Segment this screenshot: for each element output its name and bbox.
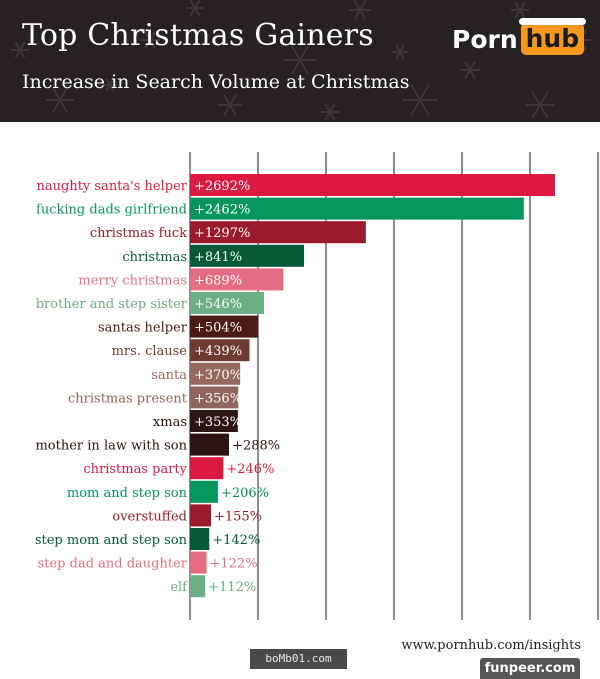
bar (190, 221, 366, 244)
bar (190, 457, 224, 480)
value-label: +206% (221, 486, 269, 501)
value-label: +689% (194, 273, 242, 288)
value-label: +353% (194, 415, 242, 430)
category-label: merry christmas (78, 273, 187, 288)
category-label: christmas (122, 250, 187, 265)
bar (190, 362, 241, 385)
value-label: +142% (212, 533, 260, 548)
snowflake-icon (140, 30, 160, 50)
page-title: Top Christmas Gainers (22, 18, 374, 53)
value-label: +1297% (194, 226, 250, 241)
value-label: +2692% (194, 179, 250, 194)
category-label: christmas fuck (90, 226, 187, 241)
category-label: naughty santa's helper (37, 179, 188, 194)
value-label: +356% (194, 391, 242, 406)
snowflake-icon (46, 87, 74, 113)
bar (190, 575, 206, 598)
bar (190, 433, 230, 456)
bar (190, 410, 238, 432)
value-label: +112% (208, 580, 256, 595)
source-url: www.pornhub.com/insights (401, 638, 581, 653)
bar (190, 551, 207, 574)
snow-cap-icon (518, 18, 587, 25)
bar-chart: naughty santa's helper +2692% fucking dads… (35, 152, 599, 620)
logo-badge: hub (518, 18, 587, 55)
category-label: overstuffed (112, 509, 187, 524)
value-label: +122% (210, 557, 258, 572)
bar (190, 174, 555, 196)
bar (190, 315, 259, 338)
category-label: santa (151, 368, 187, 383)
snowflake-icon (525, 91, 555, 119)
snowflake-icon (349, 0, 371, 21)
value-label: +504% (194, 321, 242, 336)
snowflake-icon (11, 41, 29, 59)
snowflake-icon (402, 83, 438, 117)
category-label: elf (170, 580, 188, 595)
bar (190, 268, 284, 291)
value-label: +370% (194, 368, 242, 383)
value-label: +439% (194, 344, 242, 359)
category-label: step dad and daughter (38, 557, 188, 572)
snowflake-icon (103, 78, 117, 92)
snowflake-icon (186, 0, 204, 17)
value-label: +546% (194, 297, 242, 312)
category-label: brother and step sister (36, 297, 188, 312)
snowflake-icon (284, 45, 316, 75)
category-label: mrs. clause (112, 344, 188, 359)
value-label: +246% (226, 462, 274, 477)
value-label: +2462% (194, 203, 250, 218)
bar (190, 528, 210, 550)
bar (190, 244, 305, 267)
bar (190, 480, 218, 503)
category-label: mom and step son (67, 486, 188, 501)
category-label: step mom and step son (35, 533, 188, 548)
logo-text-left: Porn (452, 24, 518, 54)
value-label: +288% (232, 439, 280, 454)
watermark-left: boMb01.com (250, 649, 347, 669)
snowflake-icon (460, 60, 480, 80)
snowflake-pattern-background (11, 0, 592, 121)
logo-text-right: hub (525, 24, 580, 53)
snowflake-icon (321, 103, 339, 121)
snowflake-icon (392, 44, 408, 60)
header-banner: Top Christmas Gainers Increase in Search… (0, 0, 600, 122)
value-label: +155% (214, 509, 262, 524)
bar (190, 339, 250, 362)
snowflake-icon (511, 1, 529, 19)
category-label: santas helper (98, 321, 188, 336)
category-label: christmas party (83, 462, 187, 477)
category-label: christmas present (68, 391, 188, 406)
category-label: xmas (153, 415, 187, 430)
category-label: mother in law with son (35, 439, 187, 454)
snowflake-icon (218, 94, 242, 116)
bar (190, 197, 524, 220)
brand-logo: Porn hub (452, 18, 587, 56)
bar (190, 504, 212, 527)
category-label: fucking dads girlfriend (36, 203, 187, 218)
page-subtitle: Increase in Search Volume at Christmas (22, 71, 410, 93)
bar (190, 292, 265, 314)
value-label: +841% (194, 250, 242, 265)
watermark-right: funpeer.com (480, 658, 580, 679)
bar (190, 386, 239, 409)
